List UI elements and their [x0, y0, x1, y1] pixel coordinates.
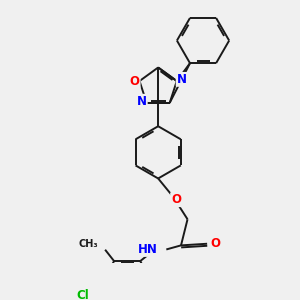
Text: O: O	[130, 74, 140, 88]
Text: O: O	[210, 237, 220, 250]
Text: N: N	[177, 73, 187, 86]
Text: HN: HN	[138, 243, 158, 256]
Text: O: O	[171, 193, 181, 206]
Text: Cl: Cl	[76, 290, 89, 300]
Text: CH₃: CH₃	[79, 239, 99, 249]
Text: N: N	[137, 95, 147, 108]
